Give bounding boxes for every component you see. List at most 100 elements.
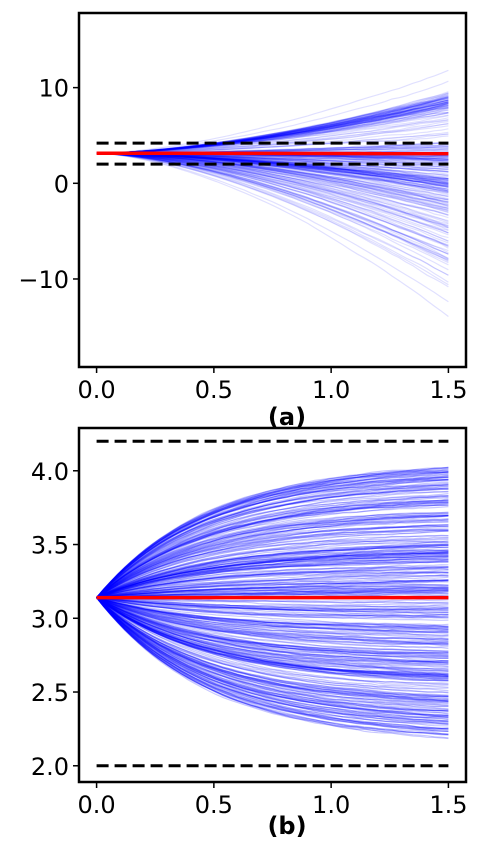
trajectory-line <box>96 597 449 642</box>
trajectory-line <box>96 494 449 599</box>
x-tick-label: 1.0 <box>312 791 350 819</box>
trajectory-line <box>96 526 449 599</box>
trajectory-line <box>96 597 449 611</box>
trajectory-line <box>96 597 449 675</box>
trajectory-line <box>96 597 449 663</box>
trajectory-line <box>96 597 449 740</box>
trajectory-line <box>96 487 449 599</box>
trajectory-line <box>96 152 449 208</box>
trajectory-line <box>96 597 449 697</box>
trajectory-line <box>96 554 449 599</box>
trajectory-line <box>96 102 449 154</box>
trajectory-line <box>96 152 449 190</box>
trajectory-line <box>96 546 449 599</box>
y-tick-label: 3.5 <box>31 532 69 560</box>
trajectory-line <box>96 597 449 702</box>
trajectory-line <box>96 597 449 735</box>
trajectory-line <box>96 501 449 599</box>
trajectory-line <box>96 597 449 617</box>
trajectory-line <box>96 152 449 194</box>
trajectory-line <box>96 152 449 189</box>
bound-lines <box>96 439 449 768</box>
trajectory-line <box>96 107 449 154</box>
trajectory-line <box>96 597 449 644</box>
trajectory-line <box>96 597 449 697</box>
trajectory-line <box>96 101 449 154</box>
trajectory-line <box>96 597 449 672</box>
trajectory-line <box>96 597 449 668</box>
trajectory-line <box>96 597 449 682</box>
trajectory-line <box>96 597 449 646</box>
trajectory-line <box>96 597 449 644</box>
trajectory-line <box>96 597 449 712</box>
trajectory-line <box>96 506 449 599</box>
trajectory-line <box>96 101 449 154</box>
trajectory-line <box>96 99 449 154</box>
trajectory-line <box>96 466 449 598</box>
trajectory-line <box>96 554 449 599</box>
trajectory-line <box>96 519 449 599</box>
trajectory-line <box>96 486 449 599</box>
trajectory-line <box>96 597 449 632</box>
trajectory-line <box>96 592 449 599</box>
trajectory-line <box>96 597 449 736</box>
trajectory-line <box>96 558 449 599</box>
trajectory-line <box>96 112 449 154</box>
panel-label-a: (a) <box>268 403 306 431</box>
trajectory-line <box>96 528 449 599</box>
trajectory-line <box>96 504 449 599</box>
trajectory-line <box>96 597 449 664</box>
trajectory-line <box>96 152 449 216</box>
trajectory-line <box>96 529 449 599</box>
trajectory-line <box>96 597 449 637</box>
trajectory-line <box>96 501 449 599</box>
trajectory-line <box>96 597 449 611</box>
trajectory-line <box>96 586 449 599</box>
x-axis-ticks: 0.0 0.5 1.0 1.5 <box>78 367 467 404</box>
trajectory-line <box>96 101 449 154</box>
trajectory-line <box>96 99 449 154</box>
trajectory-line <box>96 559 449 599</box>
trajectory-line <box>96 585 449 599</box>
trajectory-line <box>96 520 449 599</box>
trajectory-line <box>96 597 449 717</box>
trajectory-line <box>96 122 449 154</box>
trajectory-line <box>96 152 449 201</box>
trajectory-line <box>96 152 449 252</box>
trajectory-line <box>96 152 449 264</box>
trajectory-line <box>96 484 449 599</box>
trajectory-line <box>96 544 449 599</box>
trajectory-line <box>96 515 449 599</box>
trajectory-line <box>96 597 449 646</box>
trajectory-line <box>96 597 449 676</box>
trajectory-line <box>96 152 449 190</box>
trajectory-line <box>96 590 449 599</box>
trajectory-line <box>96 597 449 631</box>
panel-b: 0.0 0.5 1.0 1.5 2.0 2.5 3.0 3.5 4.0 (b) <box>31 426 467 840</box>
trajectory-line <box>96 552 449 599</box>
trajectory-line <box>96 152 449 192</box>
x-tick-label: 0.0 <box>78 791 116 819</box>
trajectory-line <box>96 597 449 722</box>
x-tick-label: 0.5 <box>195 791 233 819</box>
trajectory-line <box>96 152 449 188</box>
trajectory-line <box>96 597 449 654</box>
trajectory-line <box>96 152 449 190</box>
trajectory-line <box>96 97 449 154</box>
trajectory-line <box>96 472 449 598</box>
trajectory-line <box>96 597 449 719</box>
trajectory-line <box>96 546 449 599</box>
trajectory-line <box>96 597 449 633</box>
trajectory-line <box>96 152 449 212</box>
trajectory-line <box>96 102 449 154</box>
trajectory-line <box>96 107 449 154</box>
trajectory-line <box>96 597 449 732</box>
trajectory-line <box>96 597 449 678</box>
trajectory-line <box>96 94 449 154</box>
trajectory-line <box>96 597 449 629</box>
trajectory-line <box>96 94 449 154</box>
trajectory-line <box>96 566 449 599</box>
trajectory-line <box>96 515 449 599</box>
trajectory-line <box>96 102 449 154</box>
trajectory-line <box>96 597 449 621</box>
